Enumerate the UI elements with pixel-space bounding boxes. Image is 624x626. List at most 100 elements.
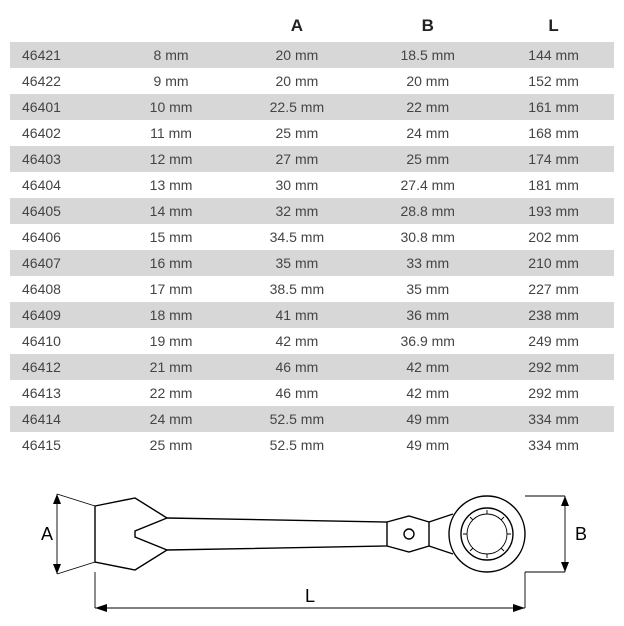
cell-l: 292 mm xyxy=(493,380,614,406)
cell-l: 181 mm xyxy=(493,172,614,198)
wrench-diagram: A xyxy=(10,476,614,626)
cell-id: 46403 xyxy=(10,146,111,172)
cell-a: 25 mm xyxy=(231,120,362,146)
cell-b: 36 mm xyxy=(362,302,493,328)
cell-a: 27 mm xyxy=(231,146,362,172)
cell-size: 9 mm xyxy=(111,68,232,94)
cell-b: 49 mm xyxy=(362,432,493,458)
table-row: 4641221 mm46 mm42 mm292 mm xyxy=(10,354,614,380)
cell-l: 174 mm xyxy=(493,146,614,172)
cell-id: 46413 xyxy=(10,380,111,406)
spec-table: A B L 464218 mm20 mm18.5 mm144 mm464229 … xyxy=(10,10,614,458)
cell-l: 292 mm xyxy=(493,354,614,380)
cell-id: 46409 xyxy=(10,302,111,328)
cell-l: 161 mm xyxy=(493,94,614,120)
header-blank-size xyxy=(111,10,232,42)
cell-id: 46404 xyxy=(10,172,111,198)
cell-a: 35 mm xyxy=(231,250,362,276)
header-l: L xyxy=(493,10,614,42)
cell-b: 22 mm xyxy=(362,94,493,120)
cell-id: 46401 xyxy=(10,94,111,120)
diagram-label-l: L xyxy=(305,586,315,606)
cell-size: 11 mm xyxy=(111,120,232,146)
cell-a: 52.5 mm xyxy=(231,406,362,432)
cell-id: 46410 xyxy=(10,328,111,354)
cell-b: 25 mm xyxy=(362,146,493,172)
cell-size: 18 mm xyxy=(111,302,232,328)
cell-id: 46402 xyxy=(10,120,111,146)
cell-l: 144 mm xyxy=(493,42,614,68)
table-row: 464218 mm20 mm18.5 mm144 mm xyxy=(10,42,614,68)
table-row: 4640918 mm41 mm36 mm238 mm xyxy=(10,302,614,328)
cell-id: 46414 xyxy=(10,406,111,432)
table-row: 464229 mm20 mm20 mm152 mm xyxy=(10,68,614,94)
cell-size: 12 mm xyxy=(111,146,232,172)
cell-a: 42 mm xyxy=(231,328,362,354)
cell-a: 32 mm xyxy=(231,198,362,224)
cell-b: 28.8 mm xyxy=(362,198,493,224)
table-row: 4640413 mm30 mm27.4 mm181 mm xyxy=(10,172,614,198)
table-row: 4641019 mm42 mm36.9 mm249 mm xyxy=(10,328,614,354)
cell-l: 238 mm xyxy=(493,302,614,328)
cell-id: 46406 xyxy=(10,224,111,250)
table-row: 4640211 mm25 mm24 mm168 mm xyxy=(10,120,614,146)
cell-l: 210 mm xyxy=(493,250,614,276)
header-blank-id xyxy=(10,10,111,42)
header-b: B xyxy=(362,10,493,42)
table-body: 464218 mm20 mm18.5 mm144 mm464229 mm20 m… xyxy=(10,42,614,458)
cell-size: 24 mm xyxy=(111,406,232,432)
cell-a: 22.5 mm xyxy=(231,94,362,120)
cell-a: 46 mm xyxy=(231,380,362,406)
table-row: 4640716 mm35 mm33 mm210 mm xyxy=(10,250,614,276)
cell-l: 334 mm xyxy=(493,432,614,458)
cell-id: 46405 xyxy=(10,198,111,224)
cell-id: 46422 xyxy=(10,68,111,94)
cell-a: 52.5 mm xyxy=(231,432,362,458)
cell-size: 22 mm xyxy=(111,380,232,406)
cell-l: 227 mm xyxy=(493,276,614,302)
cell-a: 20 mm xyxy=(231,68,362,94)
cell-size: 19 mm xyxy=(111,328,232,354)
cell-b: 36.9 mm xyxy=(362,328,493,354)
cell-id: 46407 xyxy=(10,250,111,276)
cell-a: 20 mm xyxy=(231,42,362,68)
table-row: 4640312 mm27 mm25 mm174 mm xyxy=(10,146,614,172)
cell-l: 168 mm xyxy=(493,120,614,146)
cell-size: 14 mm xyxy=(111,198,232,224)
cell-b: 42 mm xyxy=(362,380,493,406)
cell-b: 24 mm xyxy=(362,120,493,146)
cell-b: 35 mm xyxy=(362,276,493,302)
cell-b: 20 mm xyxy=(362,68,493,94)
cell-l: 249 mm xyxy=(493,328,614,354)
table-row: 4640514 mm32 mm28.8 mm193 mm xyxy=(10,198,614,224)
cell-a: 41 mm xyxy=(231,302,362,328)
cell-size: 17 mm xyxy=(111,276,232,302)
diagram-label-a: A xyxy=(41,524,53,544)
cell-a: 46 mm xyxy=(231,354,362,380)
cell-b: 33 mm xyxy=(362,250,493,276)
cell-l: 152 mm xyxy=(493,68,614,94)
table-row: 4640615 mm34.5 mm30.8 mm202 mm xyxy=(10,224,614,250)
cell-size: 15 mm xyxy=(111,224,232,250)
table-header: A B L xyxy=(10,10,614,42)
cell-size: 25 mm xyxy=(111,432,232,458)
cell-l: 193 mm xyxy=(493,198,614,224)
table-row: 4641525 mm52.5 mm49 mm334 mm xyxy=(10,432,614,458)
cell-size: 21 mm xyxy=(111,354,232,380)
diagram-label-b: B xyxy=(575,524,587,544)
cell-l: 202 mm xyxy=(493,224,614,250)
cell-size: 10 mm xyxy=(111,94,232,120)
table-row: 4641424 mm52.5 mm49 mm334 mm xyxy=(10,406,614,432)
cell-b: 18.5 mm xyxy=(362,42,493,68)
cell-size: 8 mm xyxy=(111,42,232,68)
table-row: 4640110 mm22.5 mm22 mm161 mm xyxy=(10,94,614,120)
cell-b: 42 mm xyxy=(362,354,493,380)
cell-id: 46421 xyxy=(10,42,111,68)
cell-id: 46415 xyxy=(10,432,111,458)
cell-b: 49 mm xyxy=(362,406,493,432)
cell-a: 38.5 mm xyxy=(231,276,362,302)
cell-size: 13 mm xyxy=(111,172,232,198)
table-row: 4640817 mm38.5 mm35 mm227 mm xyxy=(10,276,614,302)
cell-id: 46408 xyxy=(10,276,111,302)
cell-a: 34.5 mm xyxy=(231,224,362,250)
